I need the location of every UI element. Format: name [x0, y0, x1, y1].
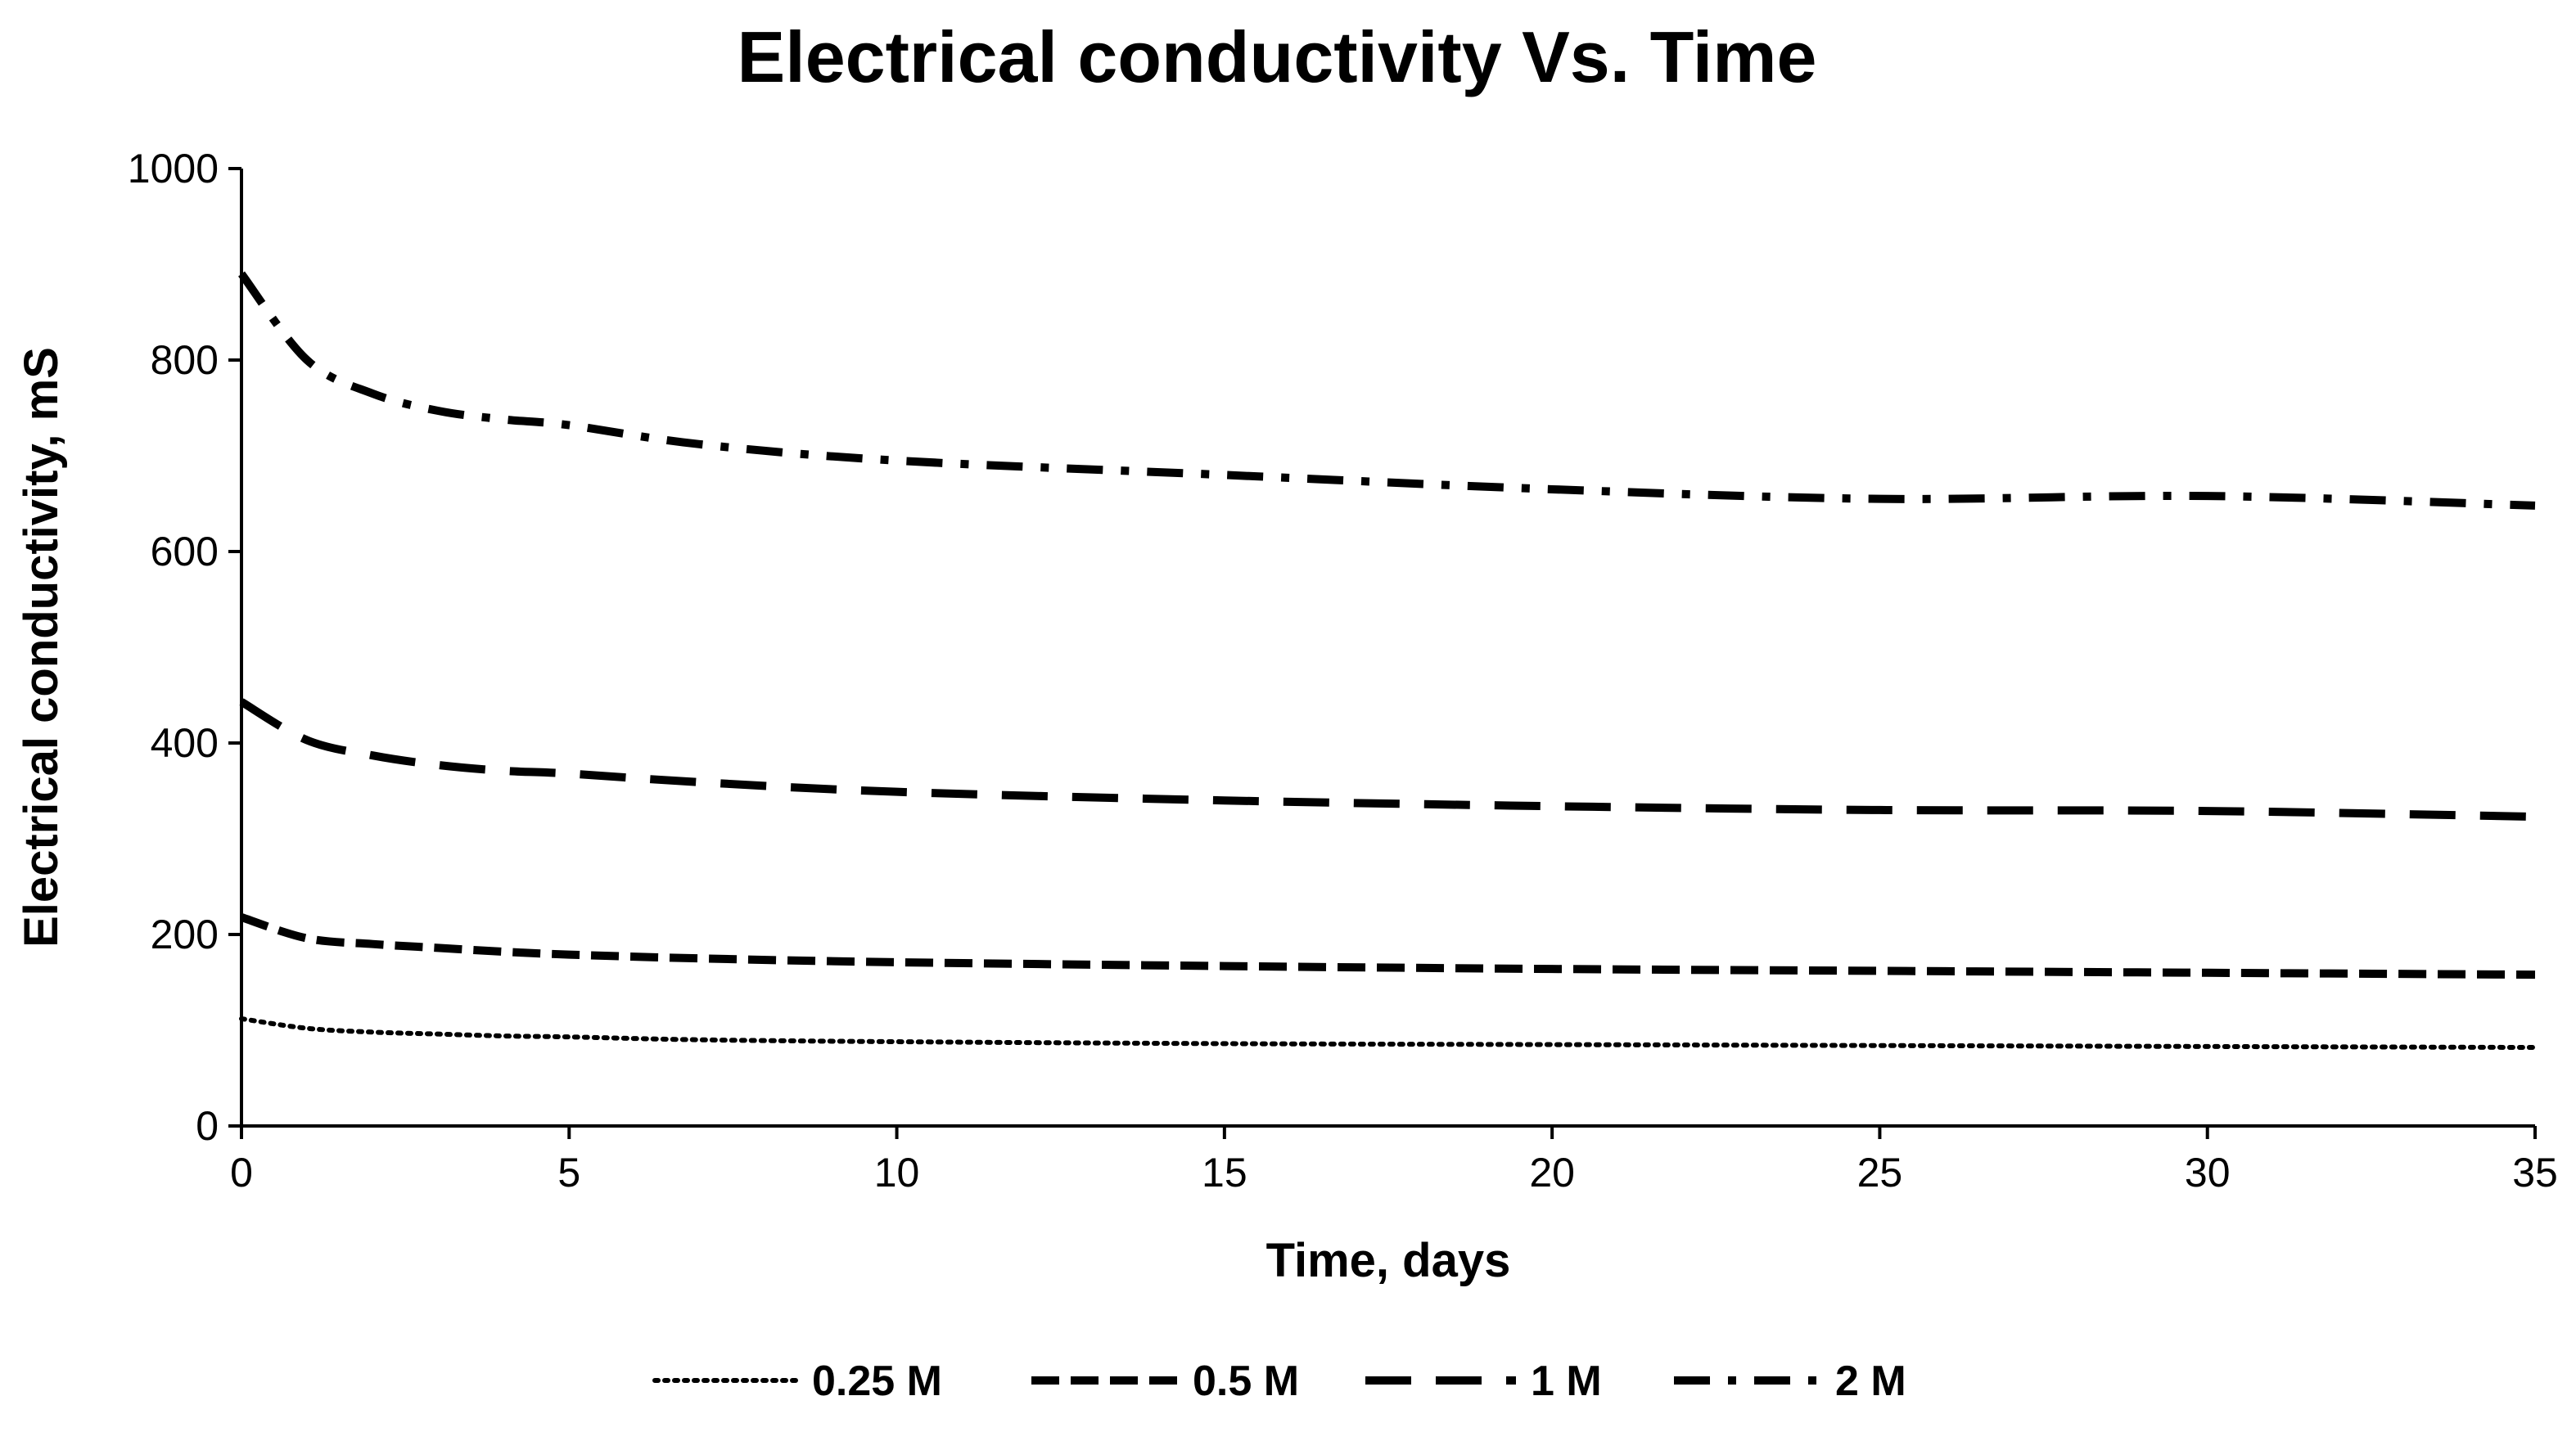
x-tick-label: 0	[230, 1150, 253, 1196]
y-tick-label: 0	[196, 1103, 219, 1149]
y-tick-label: 400	[151, 720, 219, 766]
y-tick-label: 1000	[128, 146, 219, 191]
legend-label: 0.5 M	[1193, 1358, 1299, 1405]
x-tick-label: 20	[1529, 1150, 1575, 1196]
series-line-0-5-m	[240, 913, 2536, 979]
legend-item-0-25-m: 0.25 M	[652, 1358, 942, 1405]
x-tick-label: 15	[1202, 1150, 1247, 1196]
legend: 0.25 M 0.5 M 1 M 2 M	[652, 1358, 1906, 1405]
x-tick-label: 35	[2512, 1150, 2558, 1196]
legend-label: 1 M	[1531, 1358, 1602, 1405]
legend-label: 2 M	[1835, 1358, 1906, 1405]
x-axis-title: Time, days	[1266, 1234, 1511, 1287]
series-line-0-25-m	[239, 1015, 2538, 1051]
series-line-2-m	[238, 271, 2536, 510]
x-tick-label: 30	[2185, 1150, 2231, 1196]
x-tick-label: 5	[557, 1150, 580, 1196]
x-tick-label: 25	[1857, 1150, 1903, 1196]
y-tick-label: 200	[151, 912, 219, 957]
legend-item-1-m: 1 M	[1365, 1358, 1602, 1405]
y-axis-title: Electrical conductivity, mS	[15, 347, 68, 948]
series-line-1-m	[239, 698, 2536, 822]
legend-item-2-m: 2 M	[1674, 1358, 1906, 1405]
x-tick-label: 10	[874, 1150, 920, 1196]
legend-item-0-5-m: 0.5 M	[1031, 1358, 1299, 1405]
y-tick-label: 800	[151, 337, 219, 383]
legend-label: 0.25 M	[812, 1358, 942, 1405]
y-axis-ticks: 0 200 400 600 800 1000	[128, 146, 241, 1149]
chart-title: Electrical conductivity Vs. Time	[738, 16, 1817, 97]
y-tick-label: 600	[151, 529, 219, 574]
x-axis-ticks: 0 5 10 15 20 25 30 35	[230, 1126, 2558, 1196]
plot-area: 0 5 10 15 20 25 30 35 0 200 400 600 800 1000	[128, 146, 2558, 1196]
series-lines	[238, 271, 2538, 1051]
